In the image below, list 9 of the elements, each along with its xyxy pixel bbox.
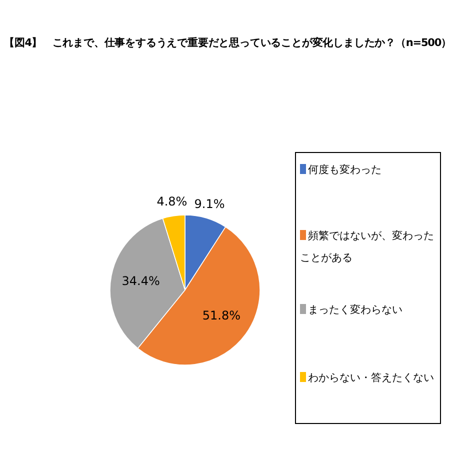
- data-label: 4.8%: [156, 194, 188, 208]
- legend-label: まったく変わらない: [308, 304, 402, 316]
- legend-label: 何度も変わった: [308, 164, 382, 176]
- data-label: 9.1%: [194, 196, 225, 211]
- chart-title: 【図4】 これまで、仕事をするうえで重要だと思っていることが変化しましたか？（n=500）: [4, 36, 452, 50]
- data-label: 51.8%: [202, 308, 241, 323]
- data-label: 34.4%: [122, 274, 160, 288]
- legend-label: 頻繁ではないが、変わったことがある: [300, 230, 434, 264]
- legend-label: わからない・答えたくない: [308, 372, 434, 384]
